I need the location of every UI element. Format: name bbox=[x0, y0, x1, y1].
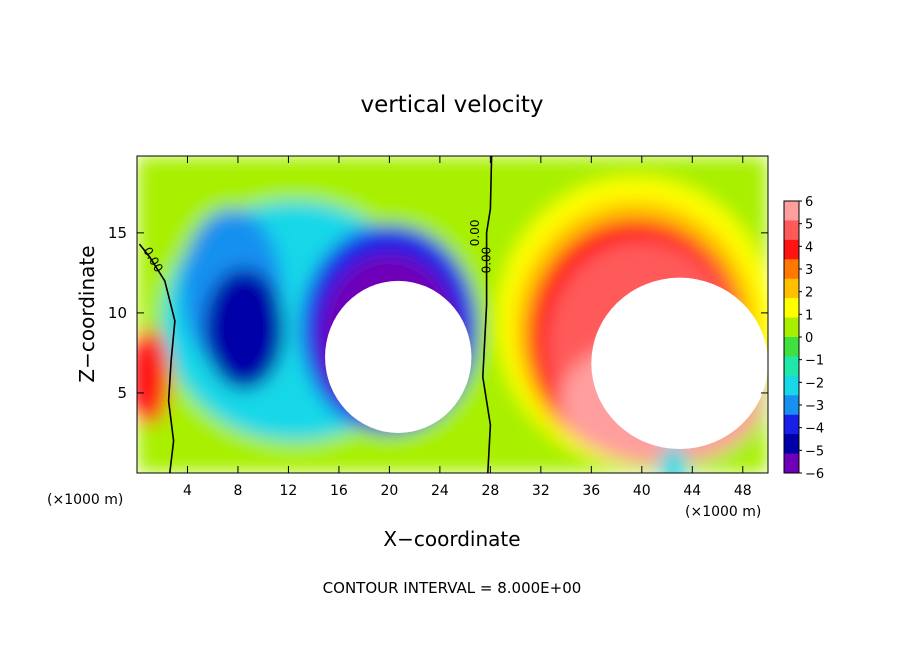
x-axis-ticks: 4 8 12 16 20 24 28 32 36 40 44 48 bbox=[183, 156, 752, 499]
plot-area: 0.000.000.00 bbox=[137, 156, 768, 473]
x-tick-label-9: 40 bbox=[633, 483, 651, 499]
field-region-6 bbox=[137, 328, 170, 425]
x-tick-label-3: 16 bbox=[330, 483, 348, 499]
contour-interval-note: CONTOUR INTERVAL = 8.000E+00 bbox=[323, 579, 582, 597]
colorbar-segment-7 bbox=[784, 337, 799, 357]
colorbar-label-6: 0 bbox=[805, 331, 813, 346]
colorbar-label-10: −4 bbox=[805, 422, 824, 437]
colorbar-segment-1 bbox=[784, 220, 799, 241]
field-region-12 bbox=[660, 442, 686, 473]
x-axis-label: X−coordinate bbox=[383, 527, 520, 551]
colorbar-label-2: 4 bbox=[805, 240, 813, 255]
colorbar-segment-0 bbox=[784, 201, 799, 221]
colorbar-segment-3 bbox=[784, 259, 799, 280]
x-tick-label-6: 28 bbox=[481, 483, 499, 499]
colorbar-segment-11 bbox=[784, 414, 799, 435]
zero-contour-1 bbox=[481, 156, 493, 473]
zero-contours bbox=[138, 156, 493, 473]
y-axis-ticks: 5 10 15 bbox=[108, 224, 768, 402]
y-tick-label-0: 5 bbox=[117, 384, 127, 402]
colorbar-label-5: 1 bbox=[805, 308, 813, 323]
x-tick-label-0: 4 bbox=[183, 483, 192, 499]
colorbar-segment-2 bbox=[784, 239, 799, 260]
colorbar-segment-9 bbox=[784, 375, 799, 396]
off-scale-area-0 bbox=[325, 280, 472, 433]
zero-contour-0 bbox=[138, 243, 176, 473]
colorbar-label-12: −6 bbox=[805, 467, 824, 482]
colorbar-label-1: 5 bbox=[805, 218, 813, 233]
plot-frame bbox=[136, 155, 769, 474]
colorbar-segment-8 bbox=[784, 356, 799, 377]
colorbar-label-11: −5 bbox=[805, 444, 824, 459]
contour-label-2: 0.00 bbox=[479, 247, 493, 274]
x-tick-label-2: 12 bbox=[280, 483, 298, 499]
colorbar-segment-4 bbox=[784, 278, 799, 299]
colorbar-label-9: −3 bbox=[805, 399, 824, 414]
y-axis-label: Z−coordinate bbox=[75, 245, 99, 382]
x-unit-right: (×1000 m) bbox=[685, 504, 761, 520]
x-tick-label-5: 24 bbox=[431, 483, 449, 499]
y-tick-label-2: 15 bbox=[108, 224, 127, 242]
colorbar-label-4: 2 bbox=[805, 286, 813, 301]
x-tick-label-4: 20 bbox=[380, 483, 398, 499]
colorbar-segment-6 bbox=[784, 317, 799, 338]
field-region-4 bbox=[203, 268, 285, 390]
colorbar-segment-13 bbox=[784, 453, 799, 474]
colorbar-label-0: 6 bbox=[805, 195, 813, 210]
colorbar-segment-12 bbox=[784, 434, 799, 455]
y-tick-label-1: 10 bbox=[108, 304, 127, 322]
x-tick-label-8: 36 bbox=[582, 483, 600, 499]
colorbar-segment-10 bbox=[784, 395, 799, 416]
chart-title: vertical velocity bbox=[361, 92, 544, 118]
contour-label-1: 0.00 bbox=[468, 219, 482, 246]
colorbar-label-3: 3 bbox=[805, 263, 813, 278]
x-tick-label-7: 32 bbox=[532, 483, 550, 499]
off-scale-areas bbox=[325, 277, 768, 449]
x-tick-label-10: 44 bbox=[683, 483, 701, 499]
colorbar: 6 5 4 3 2 1 0 −1 −2 −3 −4 −5 −6 bbox=[783, 195, 824, 482]
x-unit-left: (×1000 m) bbox=[47, 492, 123, 508]
off-scale-area-1 bbox=[591, 277, 768, 449]
colorbar-label-7: −1 bbox=[805, 354, 824, 369]
colorbar-segment-5 bbox=[784, 298, 799, 319]
x-tick-label-1: 8 bbox=[233, 483, 242, 499]
colorbar-label-8: −2 bbox=[805, 376, 824, 391]
x-tick-label-11: 48 bbox=[734, 483, 752, 499]
